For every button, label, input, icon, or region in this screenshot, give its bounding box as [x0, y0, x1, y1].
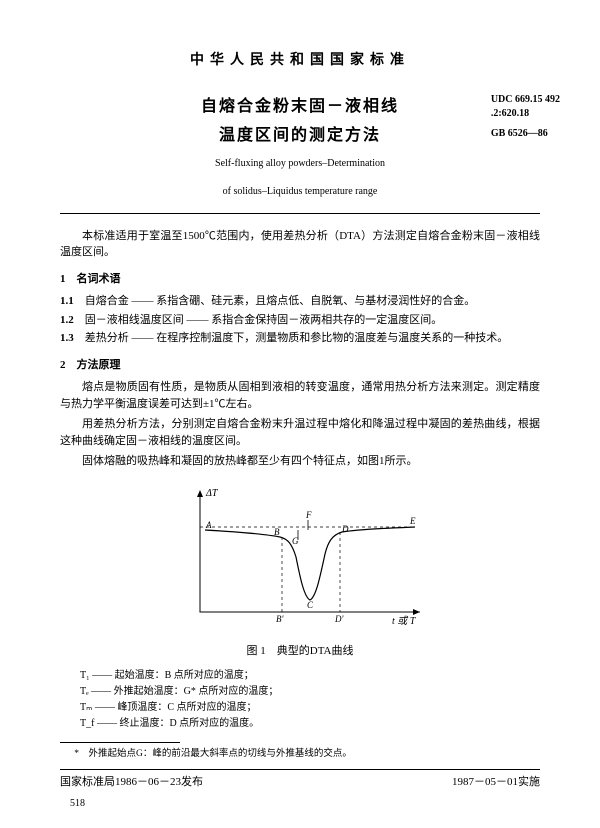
svg-text:E: E	[409, 516, 416, 526]
gb-code: GB 6526—86	[491, 127, 560, 141]
classification-codes: UDC 669.15 492 .2:620.18 GB 6526—86	[491, 93, 560, 141]
svg-text:G: G	[292, 536, 299, 546]
text-1-1: 自熔合金 —— 系指含硼、硅元素，且熔点低、自脱氧、与基材浸润性好的合金。	[74, 295, 476, 307]
figure-legend: T₁ —— 起始温度：B 点所对应的温度； Tₑ —— 外推起始温度：G* 点所…	[80, 668, 540, 732]
svg-text:ΔT: ΔT	[205, 488, 219, 499]
section-2-heading: 2 方法原理	[60, 357, 540, 374]
term-1-2: 1.2 固－液相线温度区间 —— 系指合金保持固－液两相共存的一定温度区间。	[60, 312, 540, 329]
term-1-1: 1.1 自熔合金 —— 系指含硼、硅元素，且熔点低、自脱氧、与基材浸润性好的合金…	[60, 293, 540, 310]
para-2-3: 固体熔融的吸热峰和凝固的放热峰都至少有四个特征点，如图1所示。	[60, 453, 540, 470]
title-line2: 温度区间的测定方法	[60, 122, 540, 151]
legend-r2b: T_f —— 终止温度：D 点所对应的温度。	[80, 716, 540, 732]
svg-text:t 或 T: t 或 T	[392, 615, 417, 627]
udc-line1: UDC 669.15 492	[491, 93, 560, 107]
para-2-1: 熔点是物质固有性质，是物质从固相到液相的转变温度，通常用热分析方法来测定。测定精…	[60, 379, 540, 412]
publish-right: 1987－05－01实施	[452, 774, 540, 791]
figure-1-caption: 图 1 典型的DTA曲线	[60, 643, 540, 660]
english-title-2: of solidus–Liquidus temperature range	[60, 185, 540, 199]
page-number: 518	[70, 796, 540, 811]
section-1-heading: 1 名词术语	[60, 271, 540, 288]
divider-line	[60, 213, 540, 214]
svg-text:A: A	[205, 520, 212, 530]
udc-line2: .2:620.18	[491, 107, 560, 121]
svg-text:B': B'	[276, 614, 284, 624]
svg-text:F: F	[305, 510, 312, 520]
svg-text:D: D	[341, 524, 349, 534]
title-line1: 自熔合金粉末固－液相线	[60, 93, 540, 122]
text-1-2: 固－液相线温度区间 —— 系指合金保持固－液两相共存的一定温度区间。	[74, 314, 443, 326]
figure-1: ΔT t 或 T A B B' C D D' E F G	[60, 482, 540, 638]
publication-row: 国家标准局1986－06－23发布 1987－05－01实施	[60, 774, 540, 791]
footnote-text: * 外推起始点G：峰的前沿最大斜率点的切线与外推基线的交点。	[74, 747, 540, 761]
english-title-1: Self-fluxing alloy powders–Determination	[60, 157, 540, 171]
intro-paragraph: 本标准适用于室温至1500℃范围内，使用差热分析（DTA）方法测定自熔合金粉末固…	[60, 228, 540, 261]
legend-r1b: Tₑ —— 外推起始温度：G* 点所对应的温度；	[80, 684, 540, 700]
para-2-2: 用差热分析方法，分别测定自熔合金粉末升温过程中熔化和降温过程中凝固的差热曲线，根…	[60, 416, 540, 449]
dta-curve-svg: ΔT t 或 T A B B' C D D' E F G	[170, 482, 430, 632]
svg-text:C: C	[307, 600, 314, 610]
svg-text:D': D'	[334, 614, 344, 624]
text-1-3: 差热分析 —— 在程序控制温度下，测量物质和参比物的温度差与温度关系的一种技术。	[74, 332, 509, 344]
num-1-2: 1.2	[60, 314, 74, 326]
num-1-3: 1.3	[60, 332, 74, 344]
footnote-separator	[60, 742, 180, 743]
bottom-rule	[60, 769, 540, 770]
num-1-1: 1.1	[60, 295, 74, 307]
title-block: UDC 669.15 492 .2:620.18 GB 6526—86 自熔合金…	[60, 93, 540, 151]
svg-text:B: B	[274, 527, 280, 537]
publish-left: 国家标准局1986－06－23发布	[60, 774, 203, 791]
legend-r1a: T₁ —— 起始温度：B 点所对应的温度；	[80, 668, 540, 684]
legend-r2a: Tₘ —— 峰顶温度：C 点所对应的温度；	[80, 700, 540, 716]
national-standard-header: 中华人民共和国国家标准	[60, 50, 540, 71]
term-1-3: 1.3 差热分析 —— 在程序控制温度下，测量物质和参比物的温度差与温度关系的一…	[60, 330, 540, 347]
